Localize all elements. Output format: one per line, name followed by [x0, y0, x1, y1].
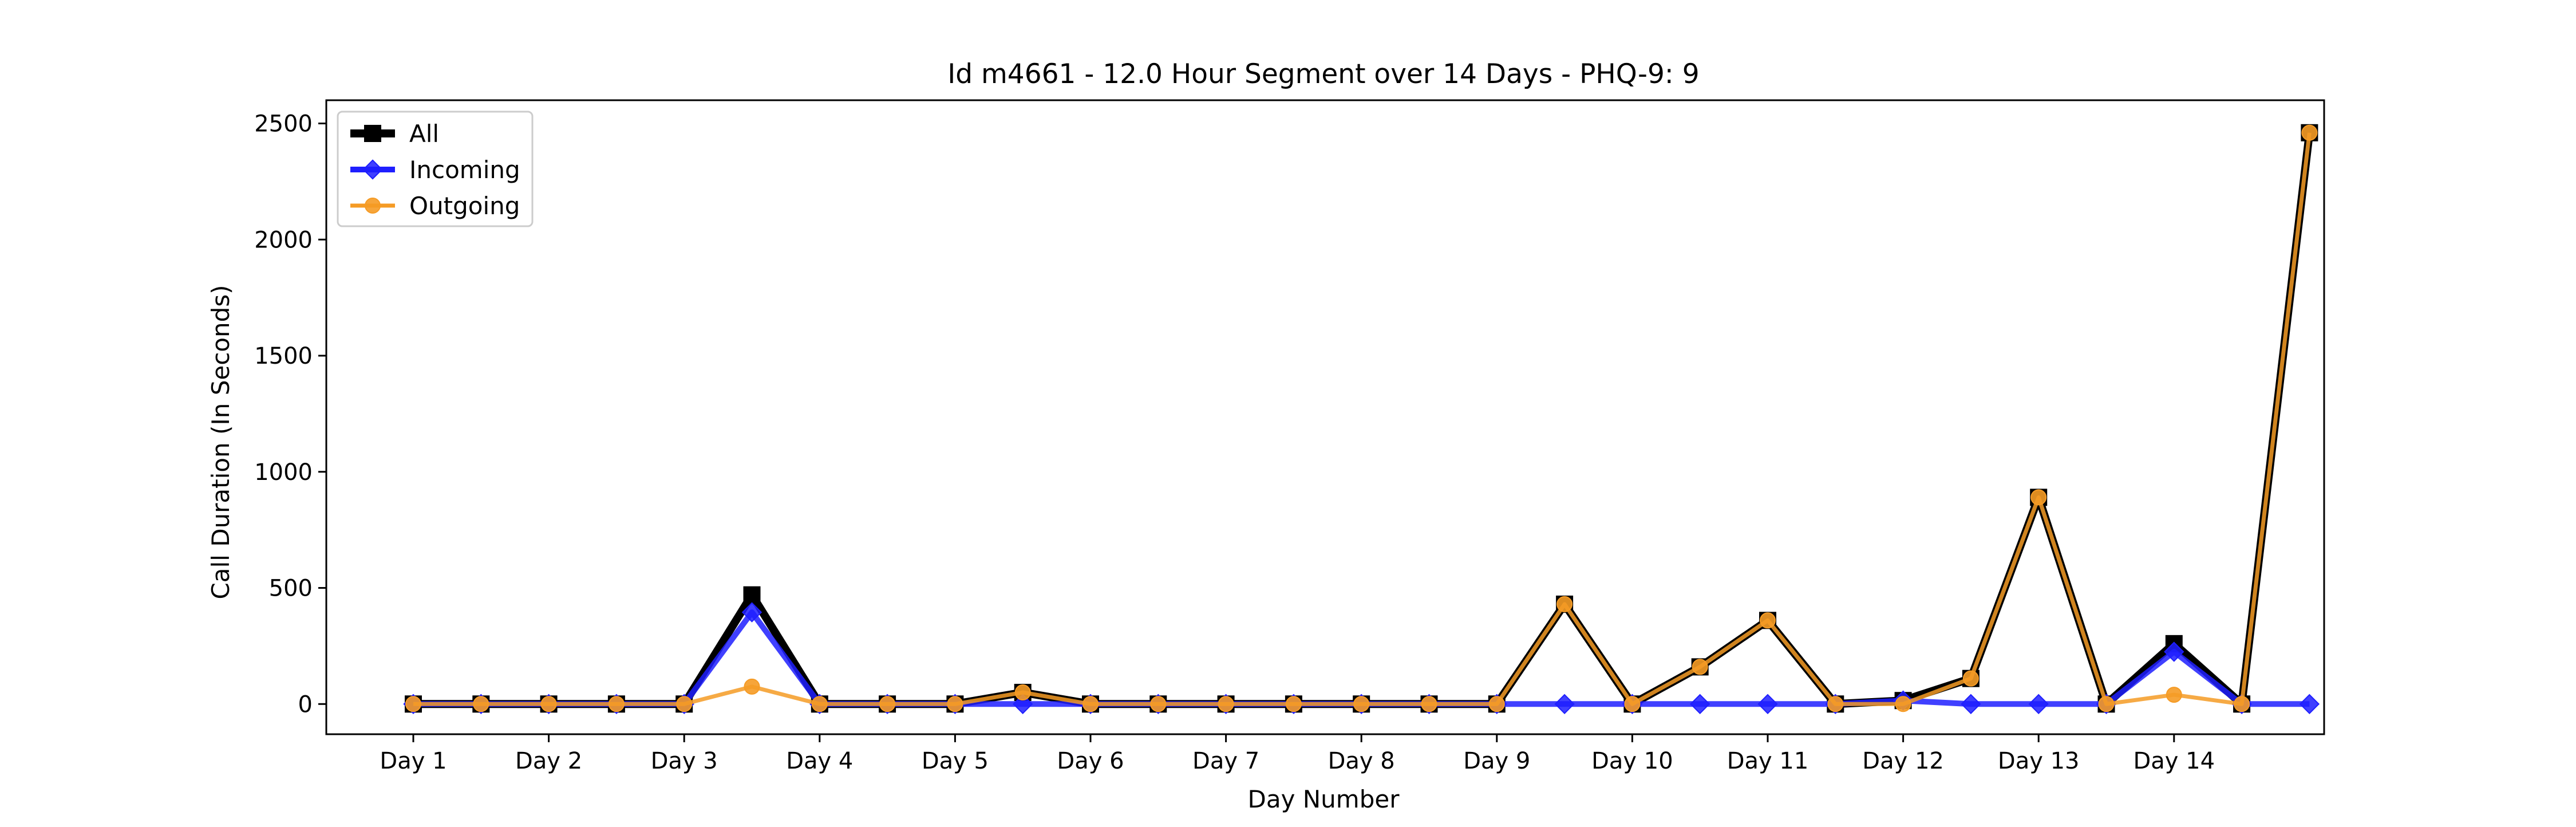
- series-all: [405, 124, 2318, 713]
- x-tick-label: Day 12: [1862, 748, 1944, 774]
- data-point-outgoing: [405, 696, 421, 712]
- data-point-incoming: [1554, 694, 1575, 714]
- legend-frame: [337, 111, 534, 227]
- data-point-outgoing: [608, 696, 625, 712]
- x-tick-label: Day 4: [786, 748, 853, 774]
- data-point-outgoing: [1556, 596, 1573, 612]
- data-point-outgoing: [1014, 684, 1031, 701]
- data-point-outgoing: [1218, 696, 1234, 712]
- series-line-outgoing: [413, 132, 2312, 706]
- y-tick-label: 1000: [254, 459, 313, 486]
- series-line-all: [413, 132, 2314, 708]
- data-point-outgoing: [1827, 696, 1844, 712]
- y-tick-label: 2000: [254, 227, 313, 253]
- data-point-outgoing: [1353, 696, 1370, 712]
- data-point-incoming: [2028, 694, 2049, 714]
- data-point-outgoing: [540, 696, 557, 712]
- data-point-incoming: [1961, 694, 1981, 714]
- data-point-incoming: [1690, 694, 1710, 714]
- data-point-outgoing: [1624, 696, 1641, 712]
- x-tick-label: Day 7: [1192, 748, 1259, 774]
- y-tick-label: 1500: [254, 343, 313, 369]
- data-point-outgoing: [2098, 696, 2115, 712]
- data-point-all: [743, 586, 761, 604]
- data-point-outgoing: [1760, 612, 1776, 629]
- legend-marker-incoming: [362, 159, 383, 180]
- x-tick-label: Day 5: [922, 748, 989, 774]
- data-point-outgoing: [2301, 124, 2318, 141]
- legend-label-outgoing: Outgoing: [409, 192, 520, 220]
- x-tick-label: Day 3: [651, 748, 718, 774]
- data-point-outgoing: [1082, 696, 1099, 712]
- y-tick-label: 0: [298, 691, 313, 718]
- legend-label-incoming: Incoming: [409, 156, 520, 184]
- plot-frame: [325, 99, 2325, 735]
- data-point-outgoing: [1692, 659, 1708, 675]
- x-axis-label: Day Number: [1247, 785, 1400, 813]
- data-point-outgoing: [1895, 696, 1911, 712]
- data-point-incoming: [1757, 694, 1778, 714]
- x-tick-label: Day 8: [1328, 748, 1395, 774]
- data-point-outgoing: [676, 696, 693, 712]
- x-tick-label: Day 1: [380, 748, 447, 774]
- plot-area: 0 500 1000 1500 2000 2500 Day 1 Day 2 Day 3 Day 4…: [254, 99, 2325, 774]
- data-point-outgoing: [811, 696, 828, 712]
- data-point-incoming: [2299, 694, 2320, 714]
- x-tick-label: Day 2: [515, 748, 582, 774]
- x-tick-label: Day 13: [1998, 748, 2080, 774]
- y-axis-label: Call Duration (In Seconds): [207, 285, 235, 599]
- series-outgoing: [405, 124, 2318, 712]
- legend-marker-outgoing: [365, 198, 381, 214]
- data-point-outgoing: [744, 678, 760, 695]
- data-point-outgoing: [1488, 696, 1505, 712]
- data-point-outgoing: [1421, 696, 1437, 712]
- data-point-incoming: [741, 602, 762, 623]
- chart-title: Id m4661 - 12.0 Hour Segment over 14 Day…: [947, 58, 1699, 90]
- y-tick-label: 2500: [254, 111, 313, 137]
- data-point-outgoing: [1150, 696, 1167, 712]
- data-point-outgoing: [2234, 696, 2250, 712]
- data-point-outgoing: [1962, 670, 1979, 687]
- data-point-outgoing: [473, 696, 489, 712]
- data-point-outgoing: [947, 696, 963, 712]
- data-point-incoming: [2164, 641, 2184, 662]
- data-point-incoming: [1013, 694, 1033, 714]
- series-line-incoming: [413, 609, 2310, 707]
- data-point-outgoing: [1285, 696, 1302, 712]
- x-tick-label: Day 10: [1591, 748, 1673, 774]
- x-tick-label: Day 11: [1727, 748, 1809, 774]
- legend-marker-all: [364, 125, 381, 142]
- data-point-outgoing: [2166, 687, 2182, 703]
- x-tick-label: Day 9: [1463, 748, 1530, 774]
- legend-label-all: All: [409, 120, 439, 148]
- y-tick-label: 500: [269, 576, 313, 602]
- data-point-outgoing: [879, 696, 896, 712]
- legend: All Incoming Outgoing: [337, 111, 534, 227]
- x-tick-label: Day 14: [2133, 748, 2215, 774]
- data-point-outgoing: [2030, 489, 2047, 506]
- x-tick-label: Day 6: [1057, 748, 1124, 774]
